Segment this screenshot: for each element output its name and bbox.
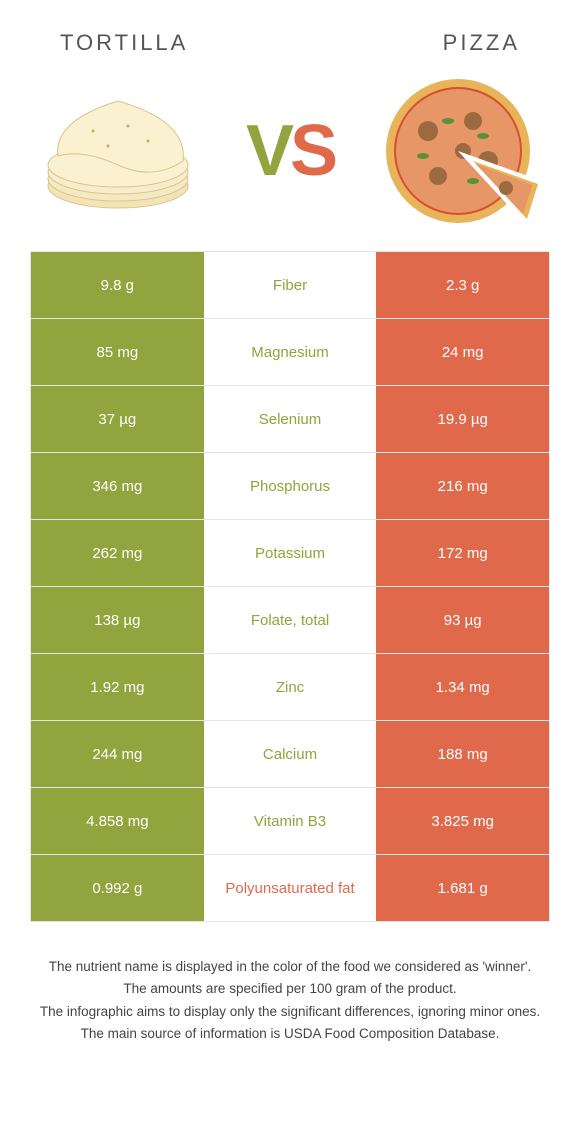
nutrient-label: Calcium (204, 721, 377, 787)
footer-notes: The nutrient name is displayed in the co… (30, 957, 550, 1046)
right-value: 19.9 µg (376, 386, 549, 452)
right-value: 1.681 g (376, 855, 549, 921)
left-value: 244 mg (31, 721, 204, 787)
nutrient-label: Magnesium (204, 319, 377, 385)
left-title: Tortilla (60, 30, 188, 56)
tortilla-image (30, 76, 205, 226)
vs-s: S (290, 111, 334, 191)
vs-v: V (246, 111, 290, 191)
nutrient-label: Folate, total (204, 587, 377, 653)
table-row: 0.992 gPolyunsaturated fat1.681 g (31, 855, 549, 922)
nutrient-label: Potassium (204, 520, 377, 586)
right-value: 24 mg (376, 319, 549, 385)
table-row: 85 mgMagnesium24 mg (31, 319, 549, 386)
nutrient-label: Fiber (204, 252, 377, 318)
vs-label: VS (246, 110, 334, 192)
left-value: 262 mg (31, 520, 204, 586)
table-row: 4.858 mgVitamin B33.825 mg (31, 788, 549, 855)
footer-line: The infographic aims to display only the… (35, 1002, 545, 1022)
left-value: 85 mg (31, 319, 204, 385)
hero: VS (30, 76, 550, 251)
right-title: Pizza (443, 30, 520, 56)
left-value: 4.858 mg (31, 788, 204, 854)
nutrient-label: Zinc (204, 654, 377, 720)
right-value: 93 µg (376, 587, 549, 653)
table-row: 1.92 mgZinc1.34 mg (31, 654, 549, 721)
comparison-table: 9.8 gFiber2.3 g85 mgMagnesium24 mg37 µgS… (30, 251, 550, 922)
pizza-image (375, 76, 550, 226)
footer-line: The nutrient name is displayed in the co… (35, 957, 545, 977)
table-row: 37 µgSelenium19.9 µg (31, 386, 549, 453)
nutrient-label: Polyunsaturated fat (204, 855, 377, 921)
nutrient-label: Selenium (204, 386, 377, 452)
footer-line: The main source of information is USDA F… (35, 1024, 545, 1044)
table-row: 346 mgPhosphorus216 mg (31, 453, 549, 520)
left-value: 1.92 mg (31, 654, 204, 720)
left-value: 9.8 g (31, 252, 204, 318)
left-value: 37 µg (31, 386, 204, 452)
nutrient-label: Phosphorus (204, 453, 377, 519)
footer-line: The amounts are specified per 100 gram o… (35, 979, 545, 999)
left-value: 0.992 g (31, 855, 204, 921)
table-row: 244 mgCalcium188 mg (31, 721, 549, 788)
right-value: 2.3 g (376, 252, 549, 318)
left-value: 346 mg (31, 453, 204, 519)
right-value: 188 mg (376, 721, 549, 787)
table-row: 9.8 gFiber2.3 g (31, 252, 549, 319)
left-value: 138 µg (31, 587, 204, 653)
nutrient-label: Vitamin B3 (204, 788, 377, 854)
table-row: 262 mgPotassium172 mg (31, 520, 549, 587)
right-value: 216 mg (376, 453, 549, 519)
header: Tortilla Pizza (30, 30, 550, 76)
right-value: 3.825 mg (376, 788, 549, 854)
right-value: 172 mg (376, 520, 549, 586)
right-value: 1.34 mg (376, 654, 549, 720)
table-row: 138 µgFolate, total93 µg (31, 587, 549, 654)
